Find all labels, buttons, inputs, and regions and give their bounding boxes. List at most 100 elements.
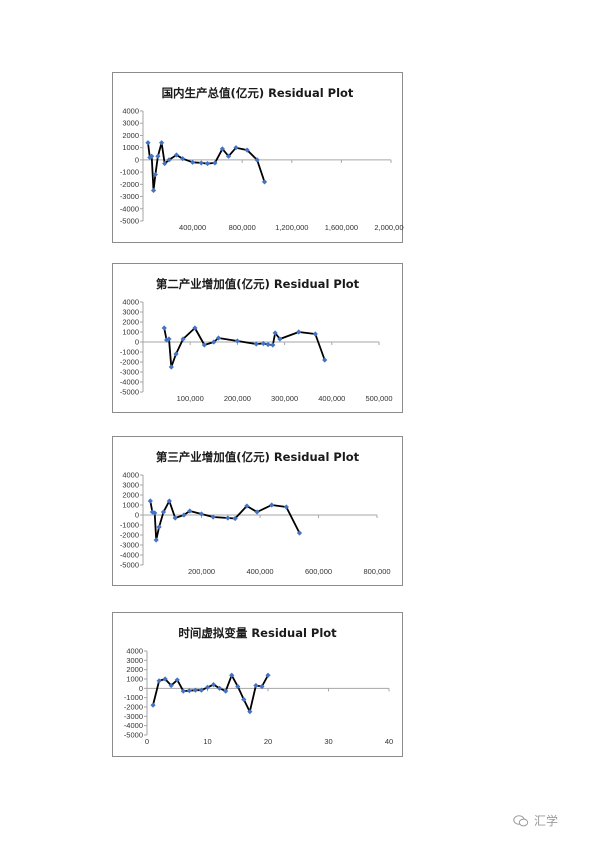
x-tick-label: 1,200,000 bbox=[275, 223, 308, 232]
data-point bbox=[225, 153, 232, 159]
data-point bbox=[296, 530, 303, 536]
data-point bbox=[198, 160, 204, 166]
data-point bbox=[312, 331, 318, 337]
data-point bbox=[190, 159, 196, 165]
y-tick-label: -3000 bbox=[120, 541, 139, 550]
y-tick-label: 2000 bbox=[122, 131, 139, 140]
y-tick-label: 1000 bbox=[122, 328, 139, 337]
chart-title: 第二产业增加值(亿元) Residual Plot bbox=[155, 277, 360, 291]
data-point bbox=[277, 336, 283, 342]
y-tick-label: -3000 bbox=[120, 192, 139, 201]
data-point bbox=[160, 509, 167, 515]
data-point bbox=[186, 688, 192, 694]
y-tick-label: 3000 bbox=[122, 119, 139, 128]
data-point bbox=[173, 351, 179, 357]
wechat-icon bbox=[513, 814, 529, 826]
data-point bbox=[156, 678, 162, 684]
data-point bbox=[265, 341, 271, 348]
y-tick-label: -1000 bbox=[120, 348, 139, 357]
chart-title: 第三产业增加值(亿元) Residual Plot bbox=[155, 450, 360, 464]
x-tick-label: 100,000 bbox=[177, 394, 204, 403]
residual-plot-secondary-industry: 4000 3000 2000 1000 0 -1000 -2000 -3000 -4000 -50… bbox=[112, 263, 403, 413]
chart-title: 时间虚拟变量 Residual Plot bbox=[178, 626, 337, 640]
y-tick-label: -1000 bbox=[120, 168, 139, 177]
data-point bbox=[272, 330, 278, 336]
residual-line bbox=[149, 500, 301, 541]
data-point bbox=[201, 342, 207, 348]
watermark-text: 汇学 bbox=[533, 814, 558, 828]
x-tick-label: 1,600,000 bbox=[325, 223, 358, 232]
data-point bbox=[192, 325, 198, 331]
data-point bbox=[241, 696, 247, 703]
data-point bbox=[145, 140, 151, 146]
data-point bbox=[198, 511, 205, 517]
data-point bbox=[161, 325, 167, 331]
data-point bbox=[150, 702, 156, 708]
y-tick-label: 4000 bbox=[126, 647, 143, 656]
data-point bbox=[168, 682, 174, 689]
data-point bbox=[168, 364, 174, 370]
data-point bbox=[283, 504, 289, 510]
data-point bbox=[254, 509, 260, 515]
x-tick-label: 500,000 bbox=[365, 394, 392, 403]
x-tick-label: 40 bbox=[385, 737, 393, 746]
y-tick-label: -4000 bbox=[124, 721, 143, 730]
data-point bbox=[253, 682, 259, 689]
watermark: 汇学 bbox=[513, 812, 558, 829]
x-tick-label: 800,000 bbox=[363, 567, 390, 576]
data-point bbox=[270, 342, 276, 348]
data-point bbox=[211, 339, 217, 345]
data-point bbox=[269, 502, 275, 508]
data-point bbox=[166, 157, 172, 163]
y-tick-label: -2000 bbox=[120, 531, 139, 540]
data-point bbox=[296, 329, 302, 335]
y-tick-label: -5000 bbox=[120, 388, 139, 397]
data-point bbox=[181, 512, 187, 518]
x-tick-label: 600,000 bbox=[305, 567, 332, 576]
data-point bbox=[265, 672, 271, 678]
x-tick-label: 800,000 bbox=[229, 223, 256, 232]
y-tick-label: -3000 bbox=[124, 712, 143, 721]
data-point bbox=[198, 687, 205, 693]
y-tick-label: 4000 bbox=[122, 471, 139, 480]
x-tick-label: 400,000 bbox=[318, 394, 345, 403]
data-point bbox=[150, 187, 157, 194]
data-point bbox=[261, 179, 268, 185]
y-tick-label: 3000 bbox=[122, 308, 139, 317]
y-tick-label: 2000 bbox=[126, 665, 143, 674]
x-tick-label: 30 bbox=[324, 737, 332, 746]
x-tick-label: 20 bbox=[264, 737, 272, 746]
plot-area-gdp: 4000 3000 2000 1000 0 -1000 -2000 -3000 -4000 -50… bbox=[120, 107, 404, 233]
y-tick-label: -4000 bbox=[120, 378, 139, 387]
data-point bbox=[235, 683, 241, 690]
y-tick-label: -1000 bbox=[120, 521, 139, 530]
data-point bbox=[180, 156, 186, 162]
data-point bbox=[159, 140, 165, 146]
data-point bbox=[210, 514, 216, 520]
y-tick-label: 4000 bbox=[122, 298, 139, 307]
residual-plot-gdp: 4000 3000 2000 1000 0 -1000 -2000 -3000 -4000 -50… bbox=[112, 72, 404, 243]
residual-plot-time-dummy: 4000 3000 2000 1000 0 -1000 -2000 -3000 -4000 -50… bbox=[112, 612, 403, 757]
data-point bbox=[322, 357, 328, 363]
plot-area-tertiary-industry: 40003000200010000-1000-2000-3000-4000-50… bbox=[120, 471, 391, 577]
y-tick-label: 3000 bbox=[126, 656, 143, 665]
data-point bbox=[166, 336, 172, 342]
y-tick-label: 2000 bbox=[122, 491, 139, 500]
residual-plot-tertiary-industry: 4000 3000 2000 1000 0 -1000 -2000 -3000 -4000 -50… bbox=[112, 436, 403, 586]
y-tick-label: -4000 bbox=[120, 204, 139, 213]
y-tick-label: -2000 bbox=[120, 180, 139, 189]
data-point bbox=[156, 524, 162, 530]
plot-area-time-dummy: 40003000200010000-1000-2000-3000-4000-50… bbox=[124, 647, 393, 747]
data-point bbox=[152, 510, 158, 516]
data-point bbox=[259, 683, 265, 690]
data-point bbox=[253, 341, 259, 347]
data-point bbox=[152, 171, 158, 178]
residual-line bbox=[163, 327, 326, 368]
data-point bbox=[149, 153, 155, 159]
data-point bbox=[233, 145, 239, 151]
chart-title: 国内生产总值(亿元) Residual Plot bbox=[161, 86, 354, 100]
y-tick-label: 1000 bbox=[122, 143, 139, 152]
data-point bbox=[172, 515, 178, 521]
x-tick-label: 200,000 bbox=[188, 567, 215, 576]
plot-area-secondary-industry: 40003000200010000-1000-2000-3000-4000-50… bbox=[120, 298, 393, 404]
